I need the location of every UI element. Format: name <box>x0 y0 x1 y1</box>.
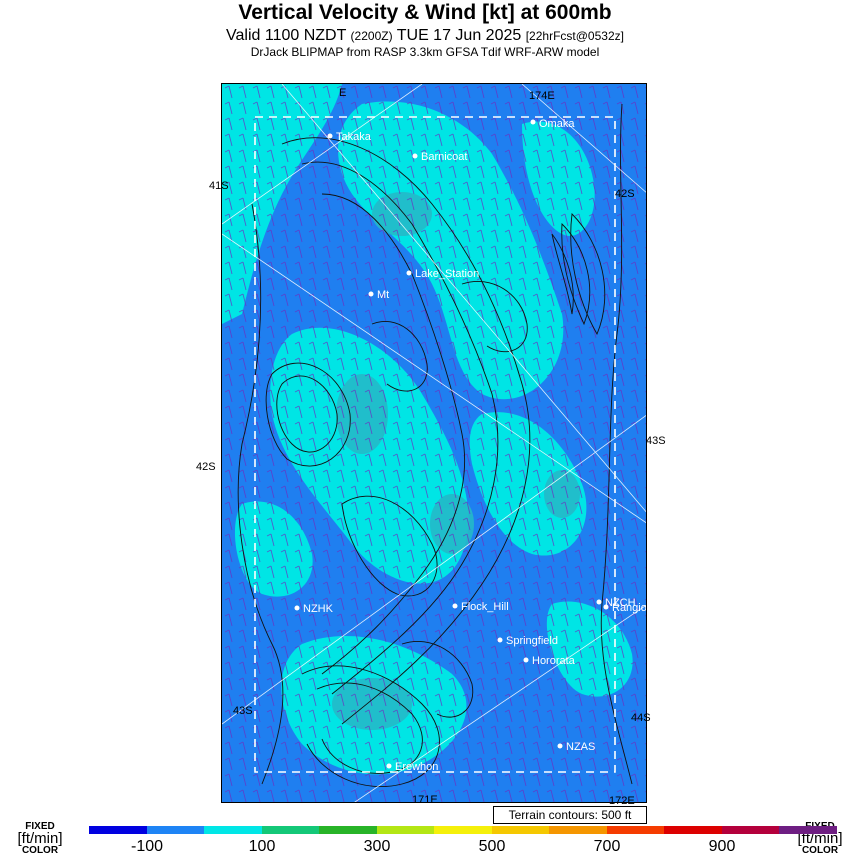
place-label-omaka: Omaka <box>539 118 575 130</box>
color-swatch-8 <box>549 826 607 834</box>
legend-color-label: COLOR <box>801 845 839 856</box>
color-swatch-6 <box>434 826 492 834</box>
color-swatch-9 <box>606 826 664 834</box>
legend-unit-label: [ft/min] <box>797 830 843 847</box>
place-label-hororata: Hororata <box>532 655 576 667</box>
place-label-rangiora: Rangiora <box>612 602 647 614</box>
valid-utc: (2200Z) <box>350 29 393 43</box>
color-swatch-1 <box>146 826 204 834</box>
place-dot-rangiora <box>603 604 609 610</box>
legend-fixed-left: FIXED [ft/min] COLOR <box>10 822 70 856</box>
color-swatch-2 <box>204 826 262 834</box>
chart-title: Vertical Velocity & Wind [kt] at 600mb <box>238 1 612 24</box>
place-dot-erewhon <box>386 763 392 769</box>
place-labels: Takaka Omaka Barnicoat Lake_Station Mt N… <box>303 118 647 773</box>
place-markers <box>294 119 609 769</box>
model-subtitle: DrJack BLIPMAP from RASP 3.3km GFSA Tdif… <box>250 45 600 59</box>
lat-label-left-upper: 41S <box>209 180 229 192</box>
place-dot-mt <box>368 291 374 297</box>
place-dot-omaka <box>530 119 536 125</box>
place-dot-nzch <box>596 599 602 605</box>
valid-date: TUE 17 Jun 2025 <box>396 27 522 44</box>
color-swatch-12 <box>779 826 837 834</box>
place-label-lake-station: Lake_Station <box>415 268 479 280</box>
valid-prefix: Valid 1100 NZDT <box>226 27 347 44</box>
place-label-flock-hill: Flock_Hill <box>461 601 509 613</box>
place-label-barnicoat: Barnicoat <box>421 151 467 163</box>
color-swatch-11 <box>721 826 779 834</box>
lat-label-right-mid: 43S <box>646 435 666 447</box>
map-canvas: Takaka Omaka Barnicoat Lake_Station Mt N… <box>222 84 647 802</box>
lat-label-right-upper: 42S <box>615 188 635 200</box>
place-label-mt: Mt <box>377 289 389 301</box>
place-label-takaka: Takaka <box>336 131 372 143</box>
place-dot-springfield <box>497 637 503 643</box>
lon-label-top-right: 174E <box>529 90 555 102</box>
domain-boundary <box>254 116 616 773</box>
place-dot-nzas <box>557 743 563 749</box>
color-scale-tick-5: 900 <box>708 838 736 855</box>
color-scale-tick-2: 300 <box>363 838 391 855</box>
place-dot-lake-station <box>406 270 412 276</box>
place-label-nzhk: NZHK <box>303 603 334 615</box>
lon-label-bottom-mid: 171E <box>412 794 438 806</box>
color-swatch-5 <box>376 826 434 834</box>
color-swatch-3 <box>261 826 319 834</box>
color-scale-tick-0: -100 <box>130 838 164 855</box>
color-scale-tick-4: 700 <box>593 838 621 855</box>
lat-label-left-lower: 43S <box>233 705 253 717</box>
color-swatch-4 <box>319 826 377 834</box>
legend-fixed-label: FIXED <box>25 821 55 832</box>
place-dot-takaka <box>327 133 333 139</box>
forecast-info: [22hrFcst@0532z] <box>525 29 624 43</box>
legend-color-label: COLOR <box>21 845 59 856</box>
place-dot-flock-hill <box>452 603 458 609</box>
color-scale-tick-3: 500 <box>478 838 506 855</box>
velocity-map: Takaka Omaka Barnicoat Lake_Station Mt N… <box>221 83 647 803</box>
place-dot-nzhk <box>294 605 300 611</box>
place-dot-hororata <box>523 657 529 663</box>
lat-label-left-mid: 42S <box>196 461 216 473</box>
place-label-nzch: NZCH <box>605 597 636 609</box>
color-swatch-0 <box>89 826 147 834</box>
color-swatch-10 <box>664 826 722 834</box>
color-scale-bar <box>89 826 837 834</box>
color-scale-tick-1: 100 <box>248 838 276 855</box>
color-swatch-7 <box>491 826 549 834</box>
terrain-contour-note: Terrain contours: 500 ft <box>493 806 647 824</box>
place-dot-barnicoat <box>412 153 418 159</box>
legend-unit-label: [ft/min] <box>17 830 63 847</box>
place-label-springfield: Springfield <box>506 635 558 647</box>
place-label-erewhon: Erewhon <box>395 761 438 773</box>
place-label-nzas: NZAS <box>566 741 595 753</box>
lat-label-right-lower: 44S <box>631 712 651 724</box>
terrain-contours <box>237 103 633 788</box>
lon-label-bottom-right: 172E <box>609 795 635 807</box>
lon-label-top-left: E <box>339 87 347 99</box>
valid-time: Valid 1100 NZDT (2200Z) TUE 17 Jun 2025 … <box>0 27 850 45</box>
